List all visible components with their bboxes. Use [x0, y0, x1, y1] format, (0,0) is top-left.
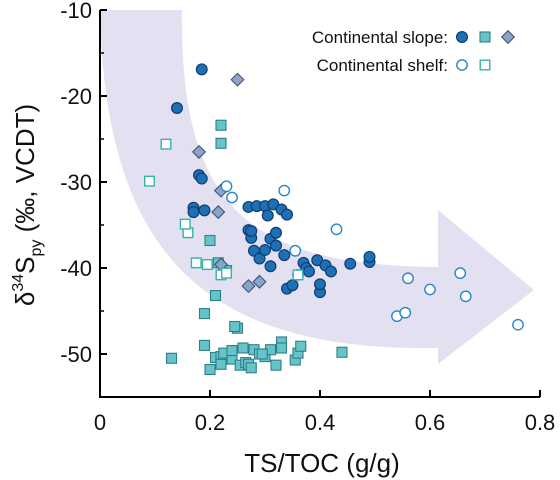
square-open-point	[160, 138, 172, 150]
y-tick-label: -10	[60, 0, 92, 23]
square-filled-point	[215, 119, 227, 131]
circle-filled-point	[344, 257, 357, 270]
y-axis-title: δ34Spy (‰, VCDT)	[10, 104, 45, 306]
y-tick-label: -20	[60, 84, 92, 109]
diamond-filled-point	[252, 274, 267, 289]
circle-open-point	[402, 272, 414, 285]
circle-filled-point	[325, 265, 338, 278]
square-filled-point	[209, 289, 222, 302]
y-title-suffix: (‰, VCDT)	[10, 104, 40, 240]
circle-filled-point	[195, 172, 208, 185]
circle-filled-point	[303, 265, 316, 278]
square-filled-point	[229, 320, 241, 333]
square-filled-point	[165, 352, 178, 364]
circle-open-point	[399, 306, 412, 319]
circle-open-point	[289, 244, 302, 257]
square-filled-point	[204, 363, 216, 376]
square-filled-point	[256, 348, 268, 360]
circle-filled-point	[171, 102, 184, 115]
y-title-delta: δ	[10, 292, 40, 306]
circle-filled-point	[198, 204, 211, 217]
circle-open-point	[226, 191, 238, 204]
legend-markers	[456, 29, 516, 71]
square-open-point	[201, 259, 213, 271]
circle-filled-point	[270, 239, 283, 252]
x-tick-label: 0.2	[195, 410, 226, 435]
circle-filled-point	[264, 260, 277, 273]
circle-filled-point	[195, 63, 208, 76]
trend-arrow-shape	[100, 10, 534, 364]
square-open-point	[190, 257, 202, 269]
axes: 0 0.2 0.4 0.6 0.8 -10 -20 -30 -40 -50 TS/TOC (g/…	[10, 0, 555, 478]
diamond-filled-point	[230, 72, 245, 87]
circle-open-point	[424, 283, 436, 296]
square-filled-point	[270, 359, 282, 371]
circle-filled-point	[261, 209, 274, 222]
circle-filled-point	[278, 249, 291, 262]
square-filled-point	[215, 137, 227, 149]
legend-label-slope: Continental slope:	[312, 28, 448, 47]
diamond-filled-point	[211, 205, 226, 220]
circle-filled-point	[314, 278, 327, 291]
circle-filled-point	[363, 250, 376, 263]
square-open-point	[292, 269, 304, 281]
x-ticks: 0 0.2 0.4 0.6 0.8	[94, 390, 555, 435]
x-tick-label: 0.6	[415, 410, 446, 435]
legend-label-shelf: Continental shelf:	[317, 56, 448, 75]
legend-square-open-icon	[479, 59, 491, 71]
legend-circle-open-icon	[456, 59, 468, 71]
circle-open-point	[220, 180, 233, 193]
square-filled-point	[295, 340, 307, 352]
circle-open-point	[512, 318, 524, 331]
y-title-sub: py	[28, 240, 45, 257]
square-filled-point	[226, 345, 238, 357]
circle-filled-point	[270, 226, 283, 239]
legend-diamond-filled-icon	[500, 29, 516, 45]
square-filled-point	[245, 362, 257, 374]
y-tick-label: -50	[60, 342, 92, 367]
y-title-main: S	[10, 257, 40, 274]
circle-filled-point	[245, 225, 258, 238]
circle-filled-point	[187, 206, 200, 219]
y-tick-label: -30	[60, 170, 92, 195]
square-filled-point	[237, 342, 249, 354]
square-filled-point	[198, 308, 211, 320]
legend-square-filled-icon	[479, 31, 491, 43]
x-tick-label: 0.4	[305, 410, 336, 435]
x-axis-title: TS/TOC (g/g)	[244, 448, 400, 478]
circle-open-point	[454, 267, 467, 280]
circle-filled-point	[259, 243, 272, 256]
legend: Continental slope: Continental shelf:	[312, 28, 516, 75]
trend-arrow	[100, 10, 534, 364]
square-filled-point	[275, 342, 288, 354]
square-filled-point	[198, 339, 211, 351]
square-open-point	[143, 175, 155, 187]
square-open-point	[220, 267, 232, 279]
diamond-filled-point	[241, 278, 256, 294]
y-title-sup: 34	[10, 274, 27, 292]
square-open-point	[179, 218, 191, 230]
square-filled-point	[336, 346, 348, 358]
y-tick-label: -40	[60, 256, 92, 281]
circle-filled-point	[281, 208, 294, 221]
circle-open-point	[330, 223, 343, 236]
square-filled-point	[215, 358, 227, 370]
y-ticks: -10 -20 -30 -40 -50	[60, 0, 107, 398]
diamond-filled-point	[191, 144, 207, 159]
circle-filled-point	[253, 252, 266, 265]
circle-filled-point	[286, 279, 299, 292]
circle-open-point	[459, 290, 472, 303]
x-tick-label: 0.8	[525, 410, 556, 435]
legend-circle-filled-icon	[456, 31, 469, 44]
circle-open-point	[278, 184, 291, 197]
data-points	[143, 63, 524, 376]
x-tick-label: 0	[94, 410, 106, 435]
square-filled-point	[204, 234, 216, 247]
